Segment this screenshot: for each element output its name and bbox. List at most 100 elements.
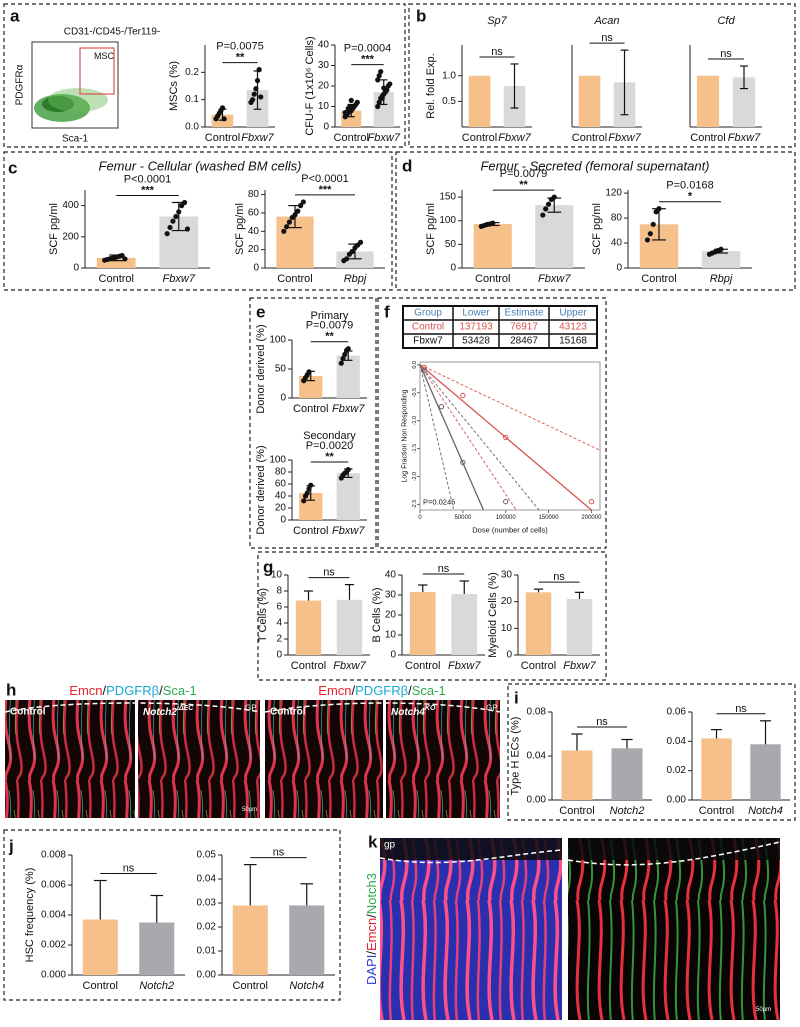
data-point <box>357 239 364 245</box>
significance-stars: *** <box>361 54 375 66</box>
x-tick-label: Control <box>559 805 594 817</box>
x-tick-label: Control <box>572 132 607 144</box>
significance-stars: ns <box>438 563 450 575</box>
micrograph <box>380 838 562 1020</box>
data-point <box>588 498 595 505</box>
y-tick-label: 0 <box>280 515 286 526</box>
data-point <box>301 498 307 504</box>
y-tick-label: 0.0 <box>185 122 199 133</box>
data-point <box>286 219 293 225</box>
flow-y-label: PDGFRα <box>15 64 26 105</box>
data-point <box>387 81 393 87</box>
y-tick-label: 40 <box>248 226 260 237</box>
data-point <box>306 369 312 375</box>
stain-part: Emcn <box>364 918 379 951</box>
panel-frame <box>377 297 607 549</box>
data-point <box>540 212 546 218</box>
y-tick-label: 10 <box>385 630 397 641</box>
p-value: P<0.0001 <box>124 173 171 185</box>
y-tick-label: 0.04 <box>667 736 687 747</box>
data-point <box>503 498 509 505</box>
x-tick-label: Notch2 <box>610 805 645 817</box>
image-label: gp <box>384 840 396 851</box>
data-point <box>342 351 348 358</box>
y-tick-label: 10 <box>271 570 283 581</box>
bar <box>336 251 374 268</box>
x-tick-label: Fbxw7 <box>608 132 641 144</box>
panel-letter: j <box>8 837 14 856</box>
data-point <box>250 97 256 103</box>
estimate-line <box>419 364 485 511</box>
significance-stars: ns <box>720 48 732 60</box>
image-label: Notch2iΔEC <box>143 705 194 718</box>
bar <box>696 75 720 127</box>
msc-gate <box>79 47 115 95</box>
x-tick-label: Control <box>293 525 328 537</box>
chart-title: Secondary <box>303 430 356 442</box>
y-tick-label: 0.05 <box>197 850 217 861</box>
significance-stars: ** <box>236 52 245 64</box>
x-tick-label: 200000 <box>581 515 602 521</box>
y-tick-label: 0.02 <box>667 765 687 776</box>
p-value: P=0.0075 <box>216 41 263 53</box>
y-axis-label: CFU-F (1x10⁶ Cells) <box>304 36 316 135</box>
data-point <box>284 224 290 230</box>
y-tick-label: 0.004 <box>41 910 66 921</box>
stain-part: / <box>352 683 356 698</box>
y-tick-label: 0 <box>73 263 79 274</box>
bar <box>701 738 732 800</box>
x-tick-label: Control <box>99 273 134 285</box>
data-point <box>345 346 351 352</box>
significance-stars: ** <box>325 451 334 463</box>
y-tick-label: 0.01 <box>197 946 217 957</box>
p-value: P=0.0004 <box>344 43 391 55</box>
x-tick-label: Control <box>277 273 312 285</box>
y-tick-label: 30 <box>318 60 330 71</box>
data-point <box>251 91 257 97</box>
data-point <box>292 212 298 218</box>
significance-stars: ns <box>601 32 613 44</box>
estimate-line <box>419 364 592 511</box>
significance-stars: *** <box>319 184 333 196</box>
data-point <box>375 103 381 110</box>
ci-line <box>419 364 517 511</box>
data-point <box>219 105 226 111</box>
stain-label: Emcn/PDGFRβ/Sca-1 <box>69 683 196 698</box>
y-axis-label: MSCs (%) <box>168 61 180 111</box>
p-value: P=0.0020 <box>306 440 353 452</box>
y-axis-label: Donor derived (%) <box>255 445 267 534</box>
data-point <box>460 392 466 399</box>
bar <box>232 905 268 975</box>
gate-label: MSC <box>94 51 115 61</box>
data-point <box>340 355 346 362</box>
bar <box>578 75 601 127</box>
data-point <box>122 256 128 262</box>
superscript: KO <box>425 705 436 712</box>
panel-letter: h <box>6 681 16 700</box>
y-tick-label: 0.00 <box>667 795 687 806</box>
x-tick-label: Fbxw7 <box>498 132 531 144</box>
data-point <box>718 246 724 252</box>
stain-part: / <box>364 951 379 955</box>
y-tick-label: 30 <box>385 590 397 601</box>
data-point <box>164 231 170 237</box>
y-tick-label: 0.08 <box>527 707 547 718</box>
micrograph <box>386 700 500 818</box>
x-tick-label: Control <box>475 273 510 285</box>
data-point <box>304 490 310 496</box>
y-tick-label: 0 <box>276 650 282 661</box>
data-point <box>173 213 179 220</box>
bar <box>295 600 322 655</box>
significance-stars: ns <box>553 571 565 583</box>
y-tick-label: -2.5 <box>412 500 418 509</box>
micrograph <box>138 700 260 818</box>
flow-cloud <box>48 88 108 112</box>
panel-letter: b <box>416 7 426 26</box>
panel-letter: i <box>514 689 519 708</box>
error-bar <box>150 894 164 923</box>
x-tick-label: Fbxw7 <box>448 660 481 672</box>
error-bar <box>93 879 107 920</box>
data-point <box>344 112 350 118</box>
image-band <box>380 838 562 860</box>
y-tick-label: 0.008 <box>41 850 66 861</box>
